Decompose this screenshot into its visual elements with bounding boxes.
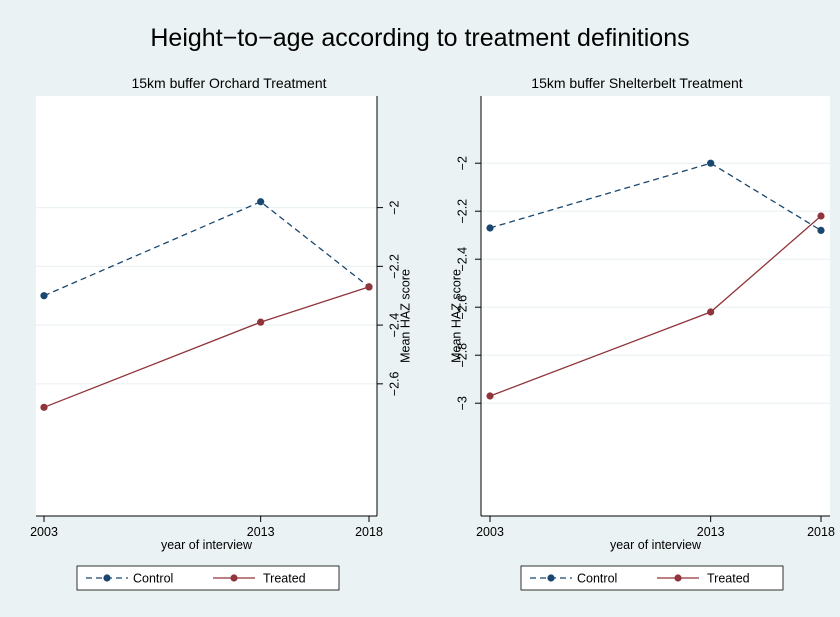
legend: Control Treated [76,565,340,591]
legend-marker-control [547,574,555,582]
y-tick-label: −2 [455,156,469,170]
plot-area [481,96,830,516]
y-axis-label: Mean HAZ score [398,269,412,363]
data-point-treated [486,392,494,400]
data-point-treated [40,403,48,411]
y-tick-label: −2.8 [455,343,469,368]
y-tick-label: −2.4 [455,247,469,272]
legend: Control Treated [520,565,784,591]
legend-marker-treated [230,574,238,582]
x-tick-label: 2003 [476,525,504,539]
panel-title: 15km buffer Shelterbelt Treatment [531,75,743,91]
x-tick-label: 2013 [247,525,275,539]
chart-panel-2: 2003 2013 2018 year of interview −2 −2.2 −2.4 −… [449,75,835,591]
y-tick-label: −2 [387,200,401,214]
x-tick-label: 2003 [30,525,58,539]
legend-label-treated: Treated [263,572,306,586]
x-axis-label: year of interview [161,538,253,552]
figure-title: Height−to−age according to treatment def… [150,24,689,52]
x-tick-label: 2018 [807,525,835,539]
data-point-control [707,159,715,167]
legend-label-control: Control [133,572,173,586]
data-point-treated [707,308,715,316]
y-tick-label: −2.2 [387,254,401,279]
x-tick-label: 2013 [697,525,725,539]
y-tick-label: −2.4 [387,313,401,338]
y-axis-label: Mean HAZ score [449,269,463,363]
x-tick-label: 2018 [355,525,383,539]
data-point-control [257,198,265,206]
legend-label-control: Control [577,572,617,586]
y-tick-label: −2.6 [387,371,401,396]
data-point-treated [257,318,265,326]
y-tick-label: −2.6 [455,295,469,320]
data-point-control [817,226,825,234]
chart-panel-1: 2003 2013 2018 year of interview −2 −2.2 −2.4 −… [30,75,412,591]
data-point-control [40,292,48,300]
y-tick-label: −2.2 [455,199,469,224]
data-point-treated [365,283,373,291]
legend-marker-control [103,574,111,582]
panel-title: 15km buffer Orchard Treatment [131,75,326,91]
y-tick-label: −3 [455,396,469,410]
data-point-control [486,224,494,232]
legend-label-treated: Treated [707,572,750,586]
x-axis-label: year of interview [610,538,702,552]
plot-area [36,96,377,516]
legend-marker-treated [674,574,682,582]
data-point-treated [817,212,825,220]
